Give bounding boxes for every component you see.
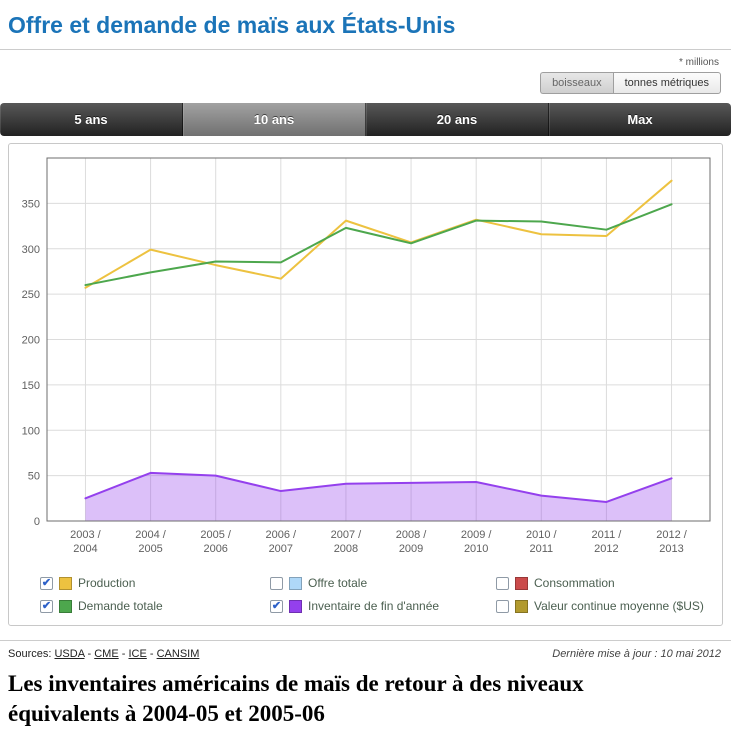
svg-text:2009: 2009	[399, 543, 423, 555]
legend-label: Valeur continue moyenne ($US)	[534, 599, 704, 613]
last-updated: Dernière mise à jour : 10 mai 2012	[552, 648, 721, 660]
svg-text:2004: 2004	[73, 543, 97, 555]
svg-text:2011 /: 2011 /	[592, 529, 623, 541]
legend-label: Production	[78, 576, 136, 590]
svg-text:2009 /: 2009 /	[461, 529, 493, 541]
article-headline: Les inventaires américains de maïs de re…	[8, 671, 584, 726]
unit-button-boisseaux[interactable]: boisseaux	[540, 72, 613, 94]
svg-text:150: 150	[22, 380, 40, 392]
legend-item-production: ✔ Production	[40, 576, 270, 590]
legend-item-offre-totale: Offre totale	[270, 576, 496, 590]
range-tab-bar: 5 ans 10 ans 20 ans Max	[0, 103, 731, 136]
sources-line: Sources: USDA - CME - ICE - CANSIM	[8, 648, 200, 660]
svg-text:2006: 2006	[203, 543, 227, 555]
svg-text:2011: 2011	[529, 543, 553, 555]
tab-5-ans[interactable]: 5 ans	[0, 103, 183, 136]
sources-label: Sources:	[8, 648, 52, 660]
unit-button-tonnes-m-triques[interactable]: tonnes métriques	[612, 72, 721, 94]
svg-text:2010 /: 2010 /	[526, 529, 558, 541]
svg-text:2004 /: 2004 /	[135, 529, 167, 541]
legend-swatch-icon	[515, 576, 528, 590]
svg-text:2012: 2012	[594, 543, 618, 555]
svg-text:350: 350	[22, 198, 40, 210]
svg-text:2010: 2010	[464, 543, 488, 555]
footer: Sources: USDA - CME - ICE - CANSIM Derni…	[0, 640, 731, 660]
legend-checkbox-demande-totale[interactable]: ✔	[40, 599, 53, 613]
tab-20-ans[interactable]: 20 ans	[366, 103, 549, 136]
source-link-usda[interactable]: USDA	[54, 648, 85, 660]
svg-text:250: 250	[22, 289, 40, 301]
svg-text:2007 /: 2007 /	[331, 529, 363, 541]
legend-checkbox-inventaire-de-fin-d-ann-e[interactable]: ✔	[270, 599, 283, 613]
svg-text:2008 /: 2008 /	[396, 529, 428, 541]
svg-text:0: 0	[34, 516, 40, 528]
legend-label: Inventaire de fin d'année	[308, 599, 440, 613]
svg-text:2003 /: 2003 /	[70, 529, 102, 541]
legend-label: Consommation	[534, 576, 615, 590]
legend-label: Offre totale	[308, 576, 368, 590]
units-note: * millions	[678, 57, 719, 68]
legend-item-valeur-continue-moyenne-us: Valeur continue moyenne ($US)	[496, 599, 718, 613]
svg-text:2005 /: 2005 /	[200, 529, 232, 541]
tab-10-ans[interactable]: 10 ans	[183, 103, 366, 136]
source-link-cansim[interactable]: CANSIM	[156, 648, 200, 660]
legend-checkbox-consommation[interactable]	[496, 576, 509, 590]
svg-text:2007: 2007	[269, 543, 293, 555]
legend-item-consommation: Consommation	[496, 576, 718, 590]
svg-text:2013: 2013	[659, 543, 683, 555]
unit-toggle: boisseaux tonnes métriques	[0, 68, 731, 103]
svg-text:300: 300	[22, 244, 40, 256]
legend-label: Demande totale	[78, 599, 163, 613]
legend-swatch-icon	[59, 576, 72, 590]
chart-container: 0 50 100 150 200 250 300 350 2003 / 2004 2004 / 200…	[8, 143, 723, 626]
legend-swatch-icon	[289, 576, 302, 590]
source-link-cme[interactable]: CME	[94, 648, 119, 660]
source-link-ice[interactable]: ICE	[128, 648, 147, 660]
svg-text:100: 100	[22, 425, 40, 437]
legend-swatch-icon	[515, 599, 528, 613]
legend-item-demande-totale: ✔ Demande totale	[40, 599, 270, 613]
tab-max[interactable]: Max	[549, 103, 731, 136]
legend-checkbox-valeur-continue-moyenne-us[interactable]	[496, 599, 509, 613]
svg-text:2012 /: 2012 /	[656, 529, 688, 541]
chart-canvas: 0 50 100 150 200 250 300 350 2003 / 2004 2004 / 200…	[13, 149, 718, 566]
legend-item-inventaire-de-fin-d-ann-e: ✔ Inventaire de fin d'année	[270, 599, 496, 613]
legend-swatch-icon	[59, 599, 72, 613]
legend-checkbox-offre-totale[interactable]	[270, 576, 283, 590]
legend-checkbox-production[interactable]: ✔	[40, 576, 53, 590]
svg-text:2008: 2008	[334, 543, 358, 555]
svg-text:2005: 2005	[138, 543, 162, 555]
svg-text:200: 200	[22, 335, 40, 347]
svg-text:2006 /: 2006 /	[266, 529, 298, 541]
legend-swatch-icon	[289, 599, 302, 613]
page-title: Offre et demande de maïs aux États-Unis	[0, 0, 731, 50]
svg-text:50: 50	[28, 471, 40, 483]
chart-legend: ✔ Production Offre totale Consommation ✔ Dema…	[13, 566, 718, 615]
